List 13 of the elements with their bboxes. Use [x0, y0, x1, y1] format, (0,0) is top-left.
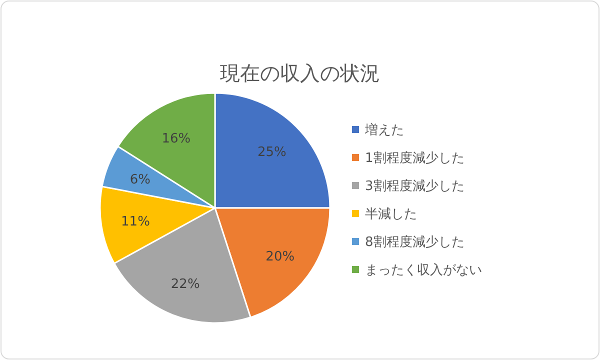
data-label: 22% — [170, 276, 200, 292]
data-label: 25% — [257, 145, 286, 160]
data-label: 11% — [121, 214, 150, 230]
data-label: 20% — [266, 249, 295, 264]
legend-label: 8割程度減少した — [365, 234, 464, 250]
legend-label: 1割程度減少した — [365, 150, 464, 166]
data-label: 6% — [130, 172, 150, 188]
legend-label: 半減した — [365, 207, 417, 222]
data-label: 16% — [162, 131, 191, 146]
chart-title: 現在の収入の状況 — [220, 61, 380, 85]
legend-label: 3割程度減少した — [365, 178, 464, 194]
legend-label: 増えた — [364, 122, 404, 138]
legend-label: まったく収入がない — [365, 263, 482, 278]
